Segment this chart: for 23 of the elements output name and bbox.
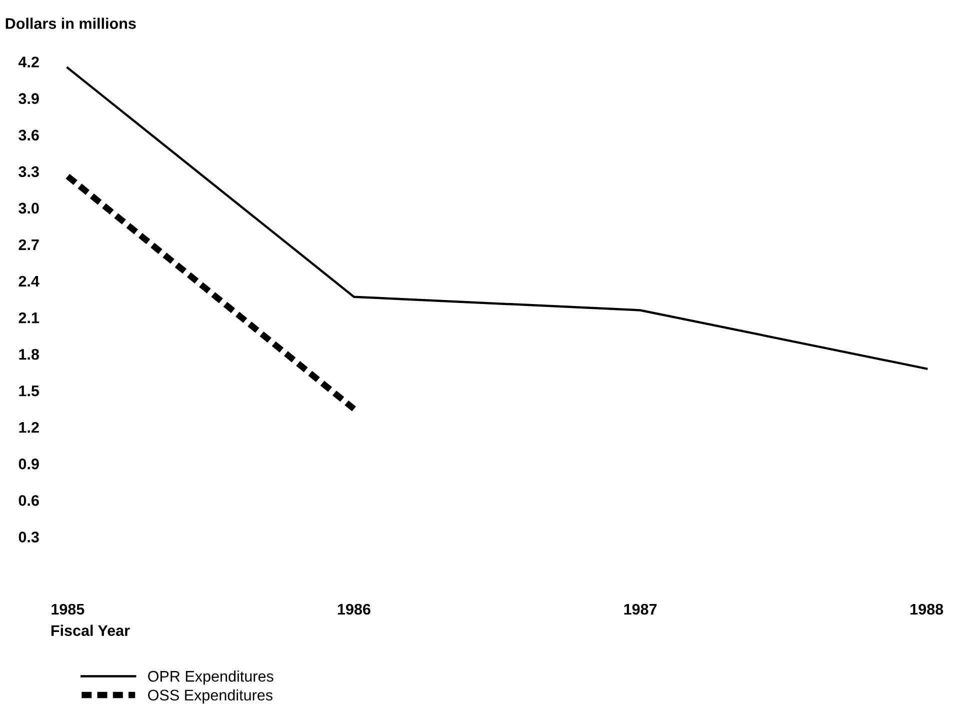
legend-label: OSS Expenditures (148, 689, 272, 704)
y-tick-label: 3.6 (18, 130, 39, 141)
y-tick-label: 1.8 (19, 348, 39, 360)
y-tick-label: 1.2 (19, 422, 39, 433)
y-tick-label: 2.7 (18, 239, 39, 250)
y-axis-title: Dollars in millions (6, 18, 136, 29)
y-tick-label: 0.9 (18, 458, 39, 470)
y-tick-label: 2.4 (18, 276, 40, 287)
x-axis-title: Fiscal Year (51, 624, 130, 636)
y-tick-label: 0.6 (18, 495, 39, 506)
x-tick-label: 1986 (338, 604, 370, 615)
y-tick-label: 1.5 (19, 386, 40, 396)
y-tick-label: 3.0 (18, 202, 39, 214)
y-tick-label: 2.1 (18, 312, 40, 324)
line-series (66, 66, 928, 370)
y-tick-label: 3.3 (18, 166, 39, 178)
y-tick-label: 0.3 (18, 532, 39, 542)
x-tick-label: 1985 (52, 604, 84, 615)
legend-label: OPR Expenditures (148, 670, 274, 685)
x-tick-label: 1987 (624, 604, 657, 615)
y-tick-label: 4.2 (18, 56, 39, 68)
y-tick-label: 3.9 (18, 93, 39, 104)
x-tick-label: 1988 (910, 604, 944, 615)
